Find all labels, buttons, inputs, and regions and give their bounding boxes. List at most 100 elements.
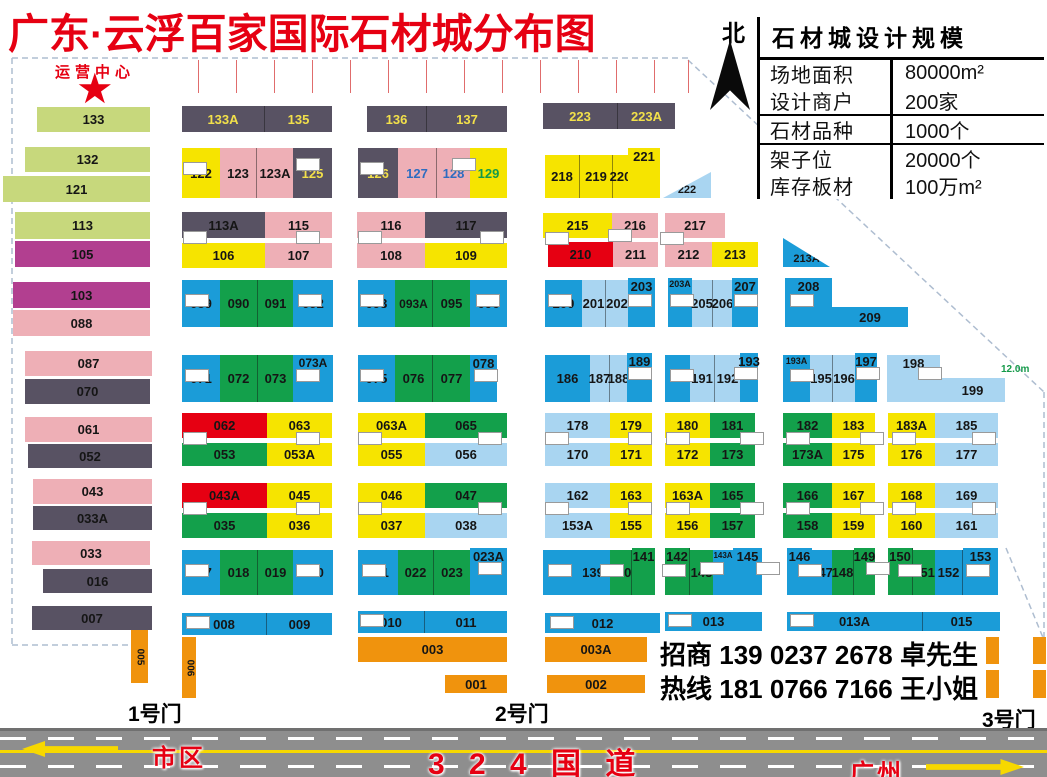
door-notch bbox=[183, 162, 207, 175]
lot-035: 035 bbox=[182, 513, 267, 538]
spec-label: 库存板材 bbox=[770, 177, 854, 199]
door-notch bbox=[478, 502, 502, 515]
lot-123: 123 bbox=[220, 148, 257, 198]
lot-055: 055 bbox=[358, 443, 425, 466]
door-notch bbox=[972, 432, 996, 445]
dimension-tick bbox=[616, 60, 617, 93]
lot-176: 176 bbox=[888, 443, 935, 466]
spec-value: 1000个 bbox=[890, 116, 1044, 143]
lot-137: 137 bbox=[427, 106, 507, 132]
lot-073: 073 bbox=[258, 355, 293, 402]
spec-value: 200家 bbox=[890, 87, 1044, 114]
door-notch bbox=[360, 369, 384, 382]
star-icon: ★ bbox=[76, 65, 114, 112]
lot-157: 157 bbox=[710, 513, 755, 538]
lot-109: 109 bbox=[425, 243, 507, 268]
door-notch bbox=[860, 502, 884, 515]
road-destination-right: 广州 bbox=[850, 760, 904, 777]
dimension-tick bbox=[426, 60, 427, 93]
lot-015: 015 bbox=[923, 612, 1000, 631]
door-notch bbox=[478, 562, 502, 575]
dimension-tick bbox=[464, 60, 465, 93]
lot-162: 162 bbox=[545, 483, 610, 508]
lot-135: 135 bbox=[265, 106, 332, 132]
lot-013A: 013A bbox=[787, 612, 923, 631]
lot-023: 023 bbox=[434, 550, 470, 595]
door-notch bbox=[866, 562, 890, 575]
left-arrow-icon bbox=[22, 741, 118, 757]
dimension-tick bbox=[236, 60, 237, 93]
lane-dash-line bbox=[0, 765, 1047, 768]
lot-108: 108 bbox=[357, 243, 425, 268]
lot-223: 223 bbox=[543, 103, 618, 129]
door-notch bbox=[183, 231, 207, 244]
door-notch bbox=[628, 432, 652, 445]
door-notch bbox=[972, 502, 996, 515]
dimension-tick bbox=[688, 60, 689, 93]
lot-043: 043 bbox=[33, 479, 152, 504]
lot-088: 088 bbox=[13, 310, 150, 336]
door-notch bbox=[700, 562, 724, 575]
door-notch bbox=[756, 562, 780, 575]
door-notch bbox=[660, 232, 684, 245]
lot-202: 202 bbox=[606, 280, 628, 327]
road-name: 3 2 4 国 道 bbox=[428, 748, 644, 777]
spec-label: 设计商户 bbox=[770, 92, 854, 114]
door-notch bbox=[628, 294, 652, 307]
lot-076: 076 bbox=[395, 355, 433, 402]
lot-188: 188 bbox=[608, 355, 629, 402]
lot-132: 132 bbox=[25, 147, 150, 172]
spec-row: 设计商户 200家 bbox=[760, 87, 1044, 116]
door-notch bbox=[452, 158, 476, 171]
lot-009: 009 bbox=[267, 613, 332, 635]
door-notch bbox=[600, 564, 624, 577]
door-notch bbox=[918, 367, 942, 380]
door-notch bbox=[358, 231, 382, 244]
lot-103: 103 bbox=[13, 282, 150, 308]
door-notch bbox=[550, 616, 574, 629]
spec-row: 场地面积 80000m² bbox=[760, 60, 1044, 87]
door-notch bbox=[790, 294, 814, 307]
door-notch bbox=[860, 432, 884, 445]
contact-line-1: 招商 139 0237 2678 卓先生 bbox=[660, 640, 978, 670]
lot-196: 196 bbox=[833, 355, 855, 402]
lot-070: 070 bbox=[25, 379, 150, 404]
lot-155: 155 bbox=[610, 513, 652, 538]
door-notch bbox=[548, 294, 572, 307]
dimension-tick bbox=[540, 60, 541, 93]
lot-105: 105 bbox=[15, 241, 150, 267]
lot-077: 077 bbox=[433, 355, 470, 402]
lot-178: 178 bbox=[545, 413, 610, 438]
lot-220: 220 bbox=[610, 155, 631, 198]
map-block bbox=[1033, 670, 1046, 698]
lot-038: 038 bbox=[425, 513, 507, 538]
lot-209: 209 bbox=[832, 307, 908, 327]
lot-156: 156 bbox=[665, 513, 710, 538]
door-notch bbox=[360, 162, 384, 175]
door-notch bbox=[666, 502, 690, 515]
lane-dash-line bbox=[0, 737, 1047, 740]
dimension-tick bbox=[654, 60, 655, 93]
lot-149: 149 bbox=[854, 548, 875, 595]
lot-113: 113 bbox=[15, 212, 150, 239]
door-notch bbox=[476, 294, 500, 307]
lot-212: 212 bbox=[665, 242, 712, 267]
door-notch bbox=[786, 432, 810, 445]
lot-170: 170 bbox=[545, 443, 610, 466]
lot-172: 172 bbox=[665, 443, 710, 466]
dimension-tick bbox=[350, 60, 351, 93]
gate-3-label: 3号门 bbox=[982, 709, 1036, 732]
lot-063A: 063A bbox=[358, 413, 425, 438]
door-notch bbox=[296, 369, 320, 382]
road-324: 市区 3 2 4 国 道 广州 bbox=[0, 728, 1047, 777]
lot-018: 018 bbox=[220, 550, 258, 595]
door-notch bbox=[548, 564, 572, 577]
door-notch bbox=[790, 614, 814, 627]
north-arrow-icon bbox=[710, 40, 750, 110]
lot-191: 191 bbox=[690, 355, 715, 402]
door-notch bbox=[786, 502, 810, 515]
lot-213: 213 bbox=[712, 242, 758, 267]
lot-123A: 123A bbox=[257, 148, 293, 198]
operation-center-label: 运营中心 bbox=[55, 64, 136, 81]
